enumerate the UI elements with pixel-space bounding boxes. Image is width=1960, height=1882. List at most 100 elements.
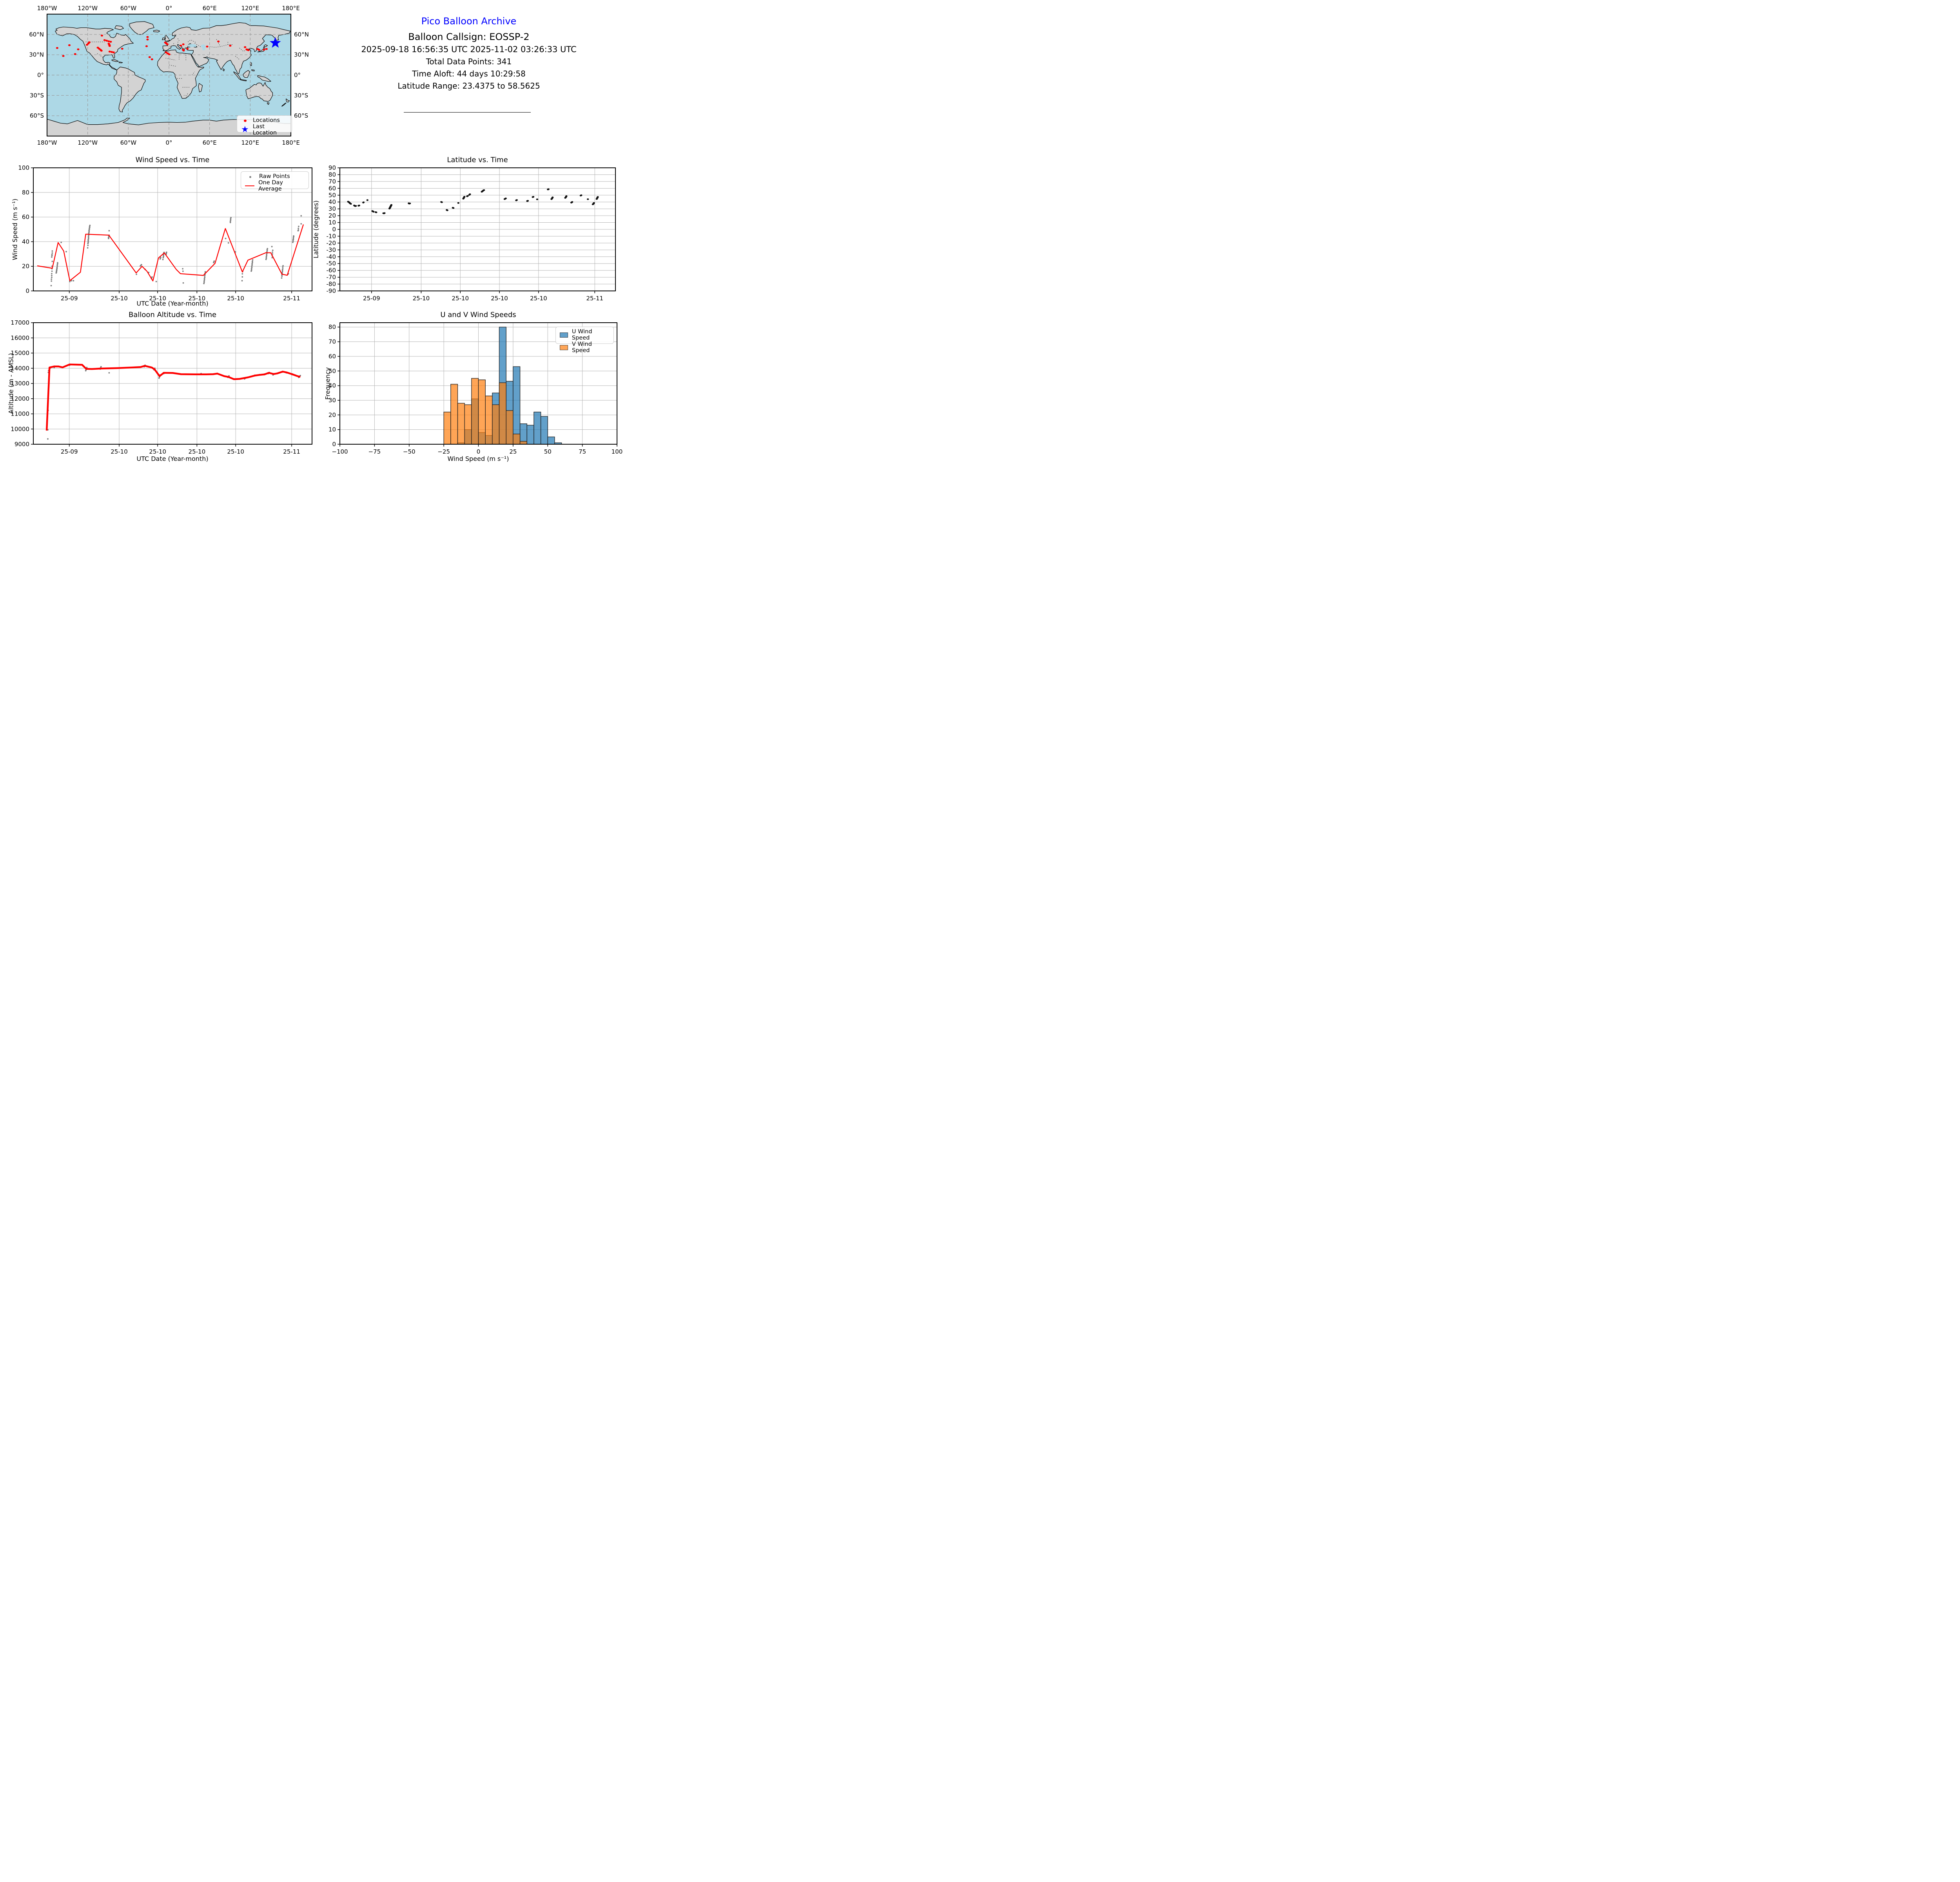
latitude-y-axis-label: Latitude (degrees) — [312, 200, 320, 258]
tick-label: 20 — [22, 263, 29, 270]
tick-label: 80 — [328, 171, 336, 178]
greenland-shape — [129, 21, 154, 35]
histogram-title: U and V Wind Speeds — [440, 311, 516, 319]
tick-label: −25 — [437, 448, 450, 455]
altitude-y-axis-label: Altitude (m - AMSL) — [7, 353, 15, 414]
tick-label: 25-09 — [61, 448, 78, 455]
tick-label: -10 — [327, 233, 336, 240]
tick-label: 40 — [22, 238, 29, 245]
tick-label: 60°N — [294, 31, 309, 38]
tick-label: 25-10 — [491, 295, 508, 302]
java-shape — [240, 79, 247, 82]
histogram-y-axis-label: Frequency — [324, 367, 332, 400]
tick-label: 60°S — [294, 112, 308, 119]
luzon-shape — [250, 62, 252, 66]
map-legend-last-location-label: Last Location — [252, 124, 277, 136]
lat-raw-points — [347, 188, 599, 214]
tick-label: 60°S — [30, 112, 44, 119]
tick-label: 30°N — [29, 51, 44, 58]
tick-label: 25-10 — [149, 295, 166, 302]
new-guinea-shape — [257, 75, 271, 82]
tick-label: -40 — [327, 253, 336, 260]
tick-label: 0 — [25, 287, 29, 294]
map-frame — [47, 14, 291, 136]
tick-label: -50 — [327, 260, 336, 267]
tick-label: 25-10 — [452, 295, 469, 302]
north-america-shape — [55, 27, 134, 71]
wind-speed-chart: 0 20 40 60 80 100 25-09 25-10 25-10 25-10 25-10 25-… — [18, 164, 312, 302]
wind-legend-avg-label: One Day Average — [258, 180, 283, 192]
tick-label: 0 — [332, 226, 336, 233]
tick-label: 25-11 — [586, 295, 603, 302]
australia-shape — [245, 82, 273, 102]
tick-label: 30 — [328, 205, 336, 213]
u-wind-patch-icon — [560, 332, 568, 338]
tick-label: 16000 — [11, 334, 29, 342]
tick-label: 60 — [328, 353, 336, 360]
plots-canvas: 180°W 180°W 120°W 120°W 60°W 60°W 0° 0° 60°E 60°E… — [11, 5, 623, 455]
wind-chart-title: Wind Speed vs. Time — [135, 156, 210, 164]
tick-label: 25-10 — [111, 448, 128, 455]
mindanao-shape — [251, 69, 255, 71]
tick-label: 60 — [22, 214, 29, 221]
tick-label: 90 — [328, 164, 336, 171]
tick-label: 25-10 — [111, 295, 128, 302]
tick-label: 25-11 — [283, 448, 300, 455]
iceland-shape — [153, 29, 160, 33]
histogram-x-axis-label: Wind Speed (m s⁻¹) — [447, 455, 509, 463]
tick-label: 25-10 — [227, 448, 244, 455]
callsign-line: Balloon Callsign: EOSSP-2 — [408, 31, 530, 42]
hokkaido-shape — [264, 44, 268, 47]
location-dots — [56, 35, 268, 60]
total-points-line: Total Data Points: 341 — [426, 57, 512, 66]
location-dot-icon — [241, 117, 249, 124]
archive-title: Pico Balloon Archive — [421, 16, 517, 27]
tick-label: 25-09 — [363, 295, 380, 302]
madagascar-shape — [198, 83, 203, 93]
map-tick-labels: 180°W 180°W 120°W 120°W 60°W 60°W 0° 0° 60°E 60°E… — [29, 5, 309, 146]
tick-label: 0° — [165, 139, 172, 146]
tick-label: 25-10 — [149, 448, 166, 455]
tick-label: 120°E — [241, 5, 260, 12]
wind-legend: Raw Points One Day Average — [241, 171, 309, 192]
tick-label: 180°E — [282, 139, 300, 146]
baffin-island-shape — [114, 25, 124, 30]
tick-label: 80 — [328, 323, 336, 331]
tick-label: 25 — [509, 448, 517, 455]
tick-label: 40 — [328, 382, 336, 389]
tick-label: -70 — [327, 274, 336, 281]
altitude-x-axis-label: UTC Date (Year-month) — [136, 455, 209, 463]
tick-label: 120°E — [241, 139, 260, 146]
tick-label: 11000 — [11, 411, 29, 418]
tick-label: 60°E — [203, 5, 217, 12]
tick-label: 30°N — [294, 51, 309, 58]
tick-label: 60°E — [203, 139, 217, 146]
tick-label: 0 — [332, 441, 336, 448]
tick-label: −100 — [332, 448, 348, 455]
tick-label: 70 — [328, 178, 336, 185]
altitude-chart-title: Balloon Altitude vs. Time — [128, 311, 217, 319]
tick-label: 70 — [328, 338, 336, 345]
tick-label: 50 — [328, 192, 336, 199]
tick-label: 10 — [328, 426, 336, 433]
uv-wind-histogram: 0 10 20 30 40 50 60 70 80 −100 −75 −50 −25 0 25 50 75 100 — [328, 322, 623, 455]
hist-legend-u-label: U Wind Speed — [572, 329, 592, 341]
wind-raw-points — [50, 215, 302, 287]
tick-label: 14000 — [11, 365, 29, 372]
tick-label: 0° — [37, 72, 44, 79]
latitude-chart-title: Latitude vs. Time — [447, 156, 508, 164]
tick-label: 100 — [612, 448, 623, 455]
tick-label: 60 — [328, 185, 336, 192]
last-location-star-icon: ★ — [241, 125, 249, 134]
world-map: 180°W 180°W 120°W 120°W 60°W 60°W 0° 0° 60°E 60°E… — [29, 5, 309, 146]
tick-label: 30 — [328, 397, 336, 404]
tick-label: 25-10 — [189, 448, 206, 455]
tick-label: -30 — [327, 246, 336, 253]
tick-label: −50 — [403, 448, 416, 455]
tick-label: 25-10 — [413, 295, 430, 302]
map-legend-locations-label: Locations — [253, 117, 280, 124]
tick-label: 10 — [328, 219, 336, 226]
tick-label: 12000 — [11, 395, 29, 402]
raw-points-dot-icon — [245, 173, 255, 180]
altitude-chart: 9000 10000 11000 12000 13000 14000 15000 16000 1… — [11, 319, 312, 455]
